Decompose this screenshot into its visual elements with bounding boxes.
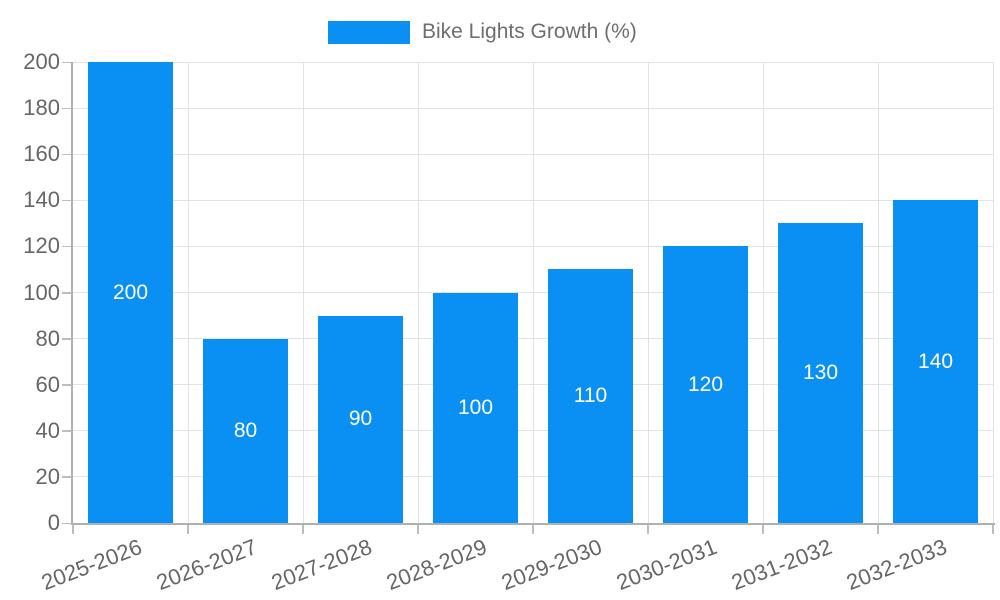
v-gridline <box>647 62 649 523</box>
y-tick-label: 180 <box>23 95 60 121</box>
y-axis-tick <box>62 338 73 340</box>
y-tick-label: 200 <box>23 49 60 74</box>
y-axis-tick <box>62 107 73 110</box>
x-tick-label: 2032-2033 <box>843 534 951 596</box>
y-tick-label: 60 <box>35 371 60 397</box>
y-axis-tick <box>62 384 73 386</box>
y-tick-label: 40 <box>35 417 60 443</box>
v-gridline <box>417 62 419 523</box>
x-axis-tick <box>877 523 879 534</box>
x-tick-label: 2027-2028 <box>268 534 376 596</box>
bar-2030-2031[interactable]: 120 <box>663 246 748 523</box>
x-axis-tick <box>762 523 764 534</box>
y-tick-label: 80 <box>35 325 60 351</box>
y-axis-tick <box>62 61 73 63</box>
x-axis-line <box>71 523 995 525</box>
x-axis-tick <box>647 523 649 534</box>
bar-2029-2030[interactable]: 110 <box>548 269 633 523</box>
v-gridline <box>762 62 764 523</box>
bar-value-label: 120 <box>687 372 724 396</box>
bar-value-label: 100 <box>457 395 494 419</box>
legend-label: Bike Lights Growth (%) <box>422 20 637 43</box>
y-tick-label: 140 <box>23 187 60 213</box>
y-tick-label: 20 <box>35 463 60 489</box>
y-axis-tick <box>62 476 73 478</box>
bar-value-label: 200 <box>112 280 149 304</box>
bar-value-label: 80 <box>233 418 258 442</box>
v-gridline <box>302 62 304 523</box>
v-gridline <box>532 62 534 523</box>
bar-2026-2027[interactable]: 80 <box>203 338 288 523</box>
bar-2032-2033[interactable]: 140 <box>893 200 978 523</box>
bar-2028-2029[interactable]: 100 <box>433 292 518 523</box>
x-tick-label: 2025-2026 <box>38 534 146 596</box>
bar-value-label: 140 <box>917 349 954 373</box>
y-axis-tick <box>62 430 73 432</box>
bar-2027-2028[interactable]: 90 <box>318 315 403 523</box>
bar-2031-2032[interactable]: 130 <box>778 223 863 523</box>
y-axis-tick <box>62 199 73 202</box>
y-tick-label: 100 <box>23 279 60 305</box>
legend-swatch-icon <box>328 20 410 44</box>
y-axis-tick <box>62 153 73 156</box>
x-tick-label: 2029-2030 <box>498 534 606 596</box>
x-axis-tick <box>992 523 994 534</box>
y-axis-tick <box>62 245 73 248</box>
x-tick-label: 2026-2027 <box>153 534 261 596</box>
bar-2025-2026[interactable]: 200 <box>88 62 173 523</box>
bar-value-label: 90 <box>348 407 373 431</box>
x-tick-label: 2028-2029 <box>383 534 491 596</box>
x-tick-label: 2031-2032 <box>728 534 836 596</box>
x-axis-tick <box>417 523 419 534</box>
y-tick-label: 160 <box>23 141 60 167</box>
x-axis-tick <box>532 523 534 534</box>
y-tick-label: 0 <box>47 510 60 535</box>
v-gridline <box>187 62 189 523</box>
y-axis-line <box>71 62 73 525</box>
y-axis-tick <box>62 522 73 524</box>
bar-value-label: 130 <box>802 361 839 385</box>
x-axis-tick <box>187 523 189 534</box>
x-tick-label: 2030-2031 <box>613 534 721 596</box>
legend[interactable]: Bike Lights Growth (%) <box>328 20 637 44</box>
v-gridline <box>877 62 879 523</box>
y-tick-label: 120 <box>23 233 60 259</box>
y-axis-tick <box>62 292 73 294</box>
x-axis-tick <box>302 523 304 534</box>
bar-value-label: 110 <box>573 384 608 408</box>
v-gridline <box>992 62 994 523</box>
x-axis-tick <box>72 523 74 534</box>
